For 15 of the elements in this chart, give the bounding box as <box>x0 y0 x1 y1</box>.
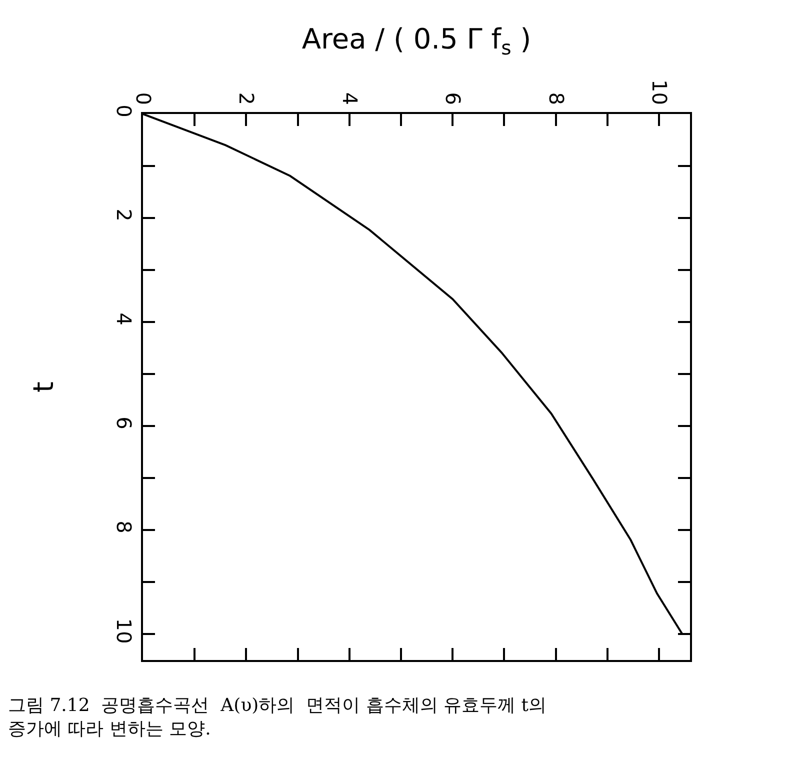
x-tick-label: 8 <box>544 92 568 105</box>
y-tick-label: 8 <box>112 520 136 534</box>
y-tick-label: 4 <box>112 312 136 326</box>
x-tick-label: 0 <box>132 92 156 105</box>
caption: 그림 7.12 공명흡수곡선 A(υ)하의 면적이 흡수체의 유효두께 t의 증가에 따라 변하는 모양. <box>8 695 547 740</box>
y-tick-label: 2 <box>112 208 136 222</box>
y-axis-title: t <box>27 381 60 392</box>
x-tick-label: 10 <box>648 80 672 105</box>
y-tick-label: 6 <box>112 416 136 430</box>
x-tick-label: 6 <box>441 92 466 105</box>
y-tick-label: 10 <box>112 618 136 644</box>
y-tick-label: 0 <box>112 104 136 118</box>
x-axis-title: Area / ( 0.5 Γ f$_{s}$ ) <box>302 22 532 60</box>
x-tick-label: 4 <box>338 92 362 105</box>
x-tick-label: 2 <box>234 92 259 105</box>
